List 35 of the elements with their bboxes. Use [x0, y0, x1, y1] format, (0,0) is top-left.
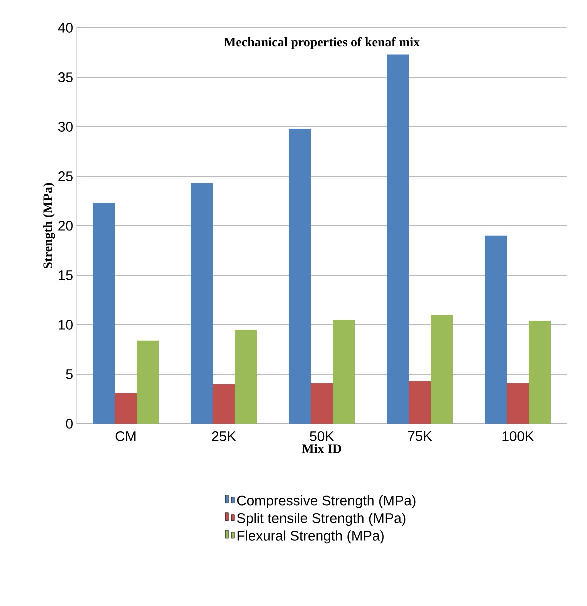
text: Mechanical properties of kenaf mix [224, 37, 420, 50]
x-tick-label: CM [116, 432, 136, 442]
bar [507, 383, 529, 424]
legend-label: Compressive Strength (MPa) [237, 495, 416, 508]
x-axis-title: Mix ID [302, 444, 342, 454]
y-tick-label: 15 [59, 270, 73, 280]
x-tick-label: 75K [408, 432, 432, 442]
bar [333, 320, 355, 424]
bar [289, 128, 311, 424]
bar [191, 183, 213, 424]
legend-label: Flexural Strength (MPa) [238, 530, 384, 544]
bar [529, 321, 551, 424]
y-tick-label: 10 [59, 320, 73, 330]
y-tick-label: 35 [58, 72, 73, 82]
bar [485, 236, 507, 424]
y-tick-label: 0 [66, 419, 73, 429]
bar [137, 340, 159, 424]
bar [235, 330, 257, 424]
bar [213, 384, 235, 424]
bar [387, 54, 409, 424]
y-tick-label: 20 [58, 221, 73, 231]
x-tick-label: 100K [502, 432, 534, 442]
bar [311, 383, 333, 424]
y-axis-title: Strength (MPa) [43, 183, 56, 269]
x-tick-label: 50K [310, 432, 334, 442]
bar [409, 381, 431, 424]
bar [431, 315, 453, 424]
y-tick-label: 5 [66, 370, 73, 380]
y-tick-label: 25 [58, 172, 73, 182]
bar [115, 393, 137, 424]
x-tick-label: 25K [212, 432, 236, 442]
y-tick-label: 40 [58, 23, 73, 33]
bar [93, 203, 115, 424]
legend-label: Split tensile Strength (MPa) [237, 513, 406, 526]
y-tick-label: 30 [58, 122, 73, 132]
